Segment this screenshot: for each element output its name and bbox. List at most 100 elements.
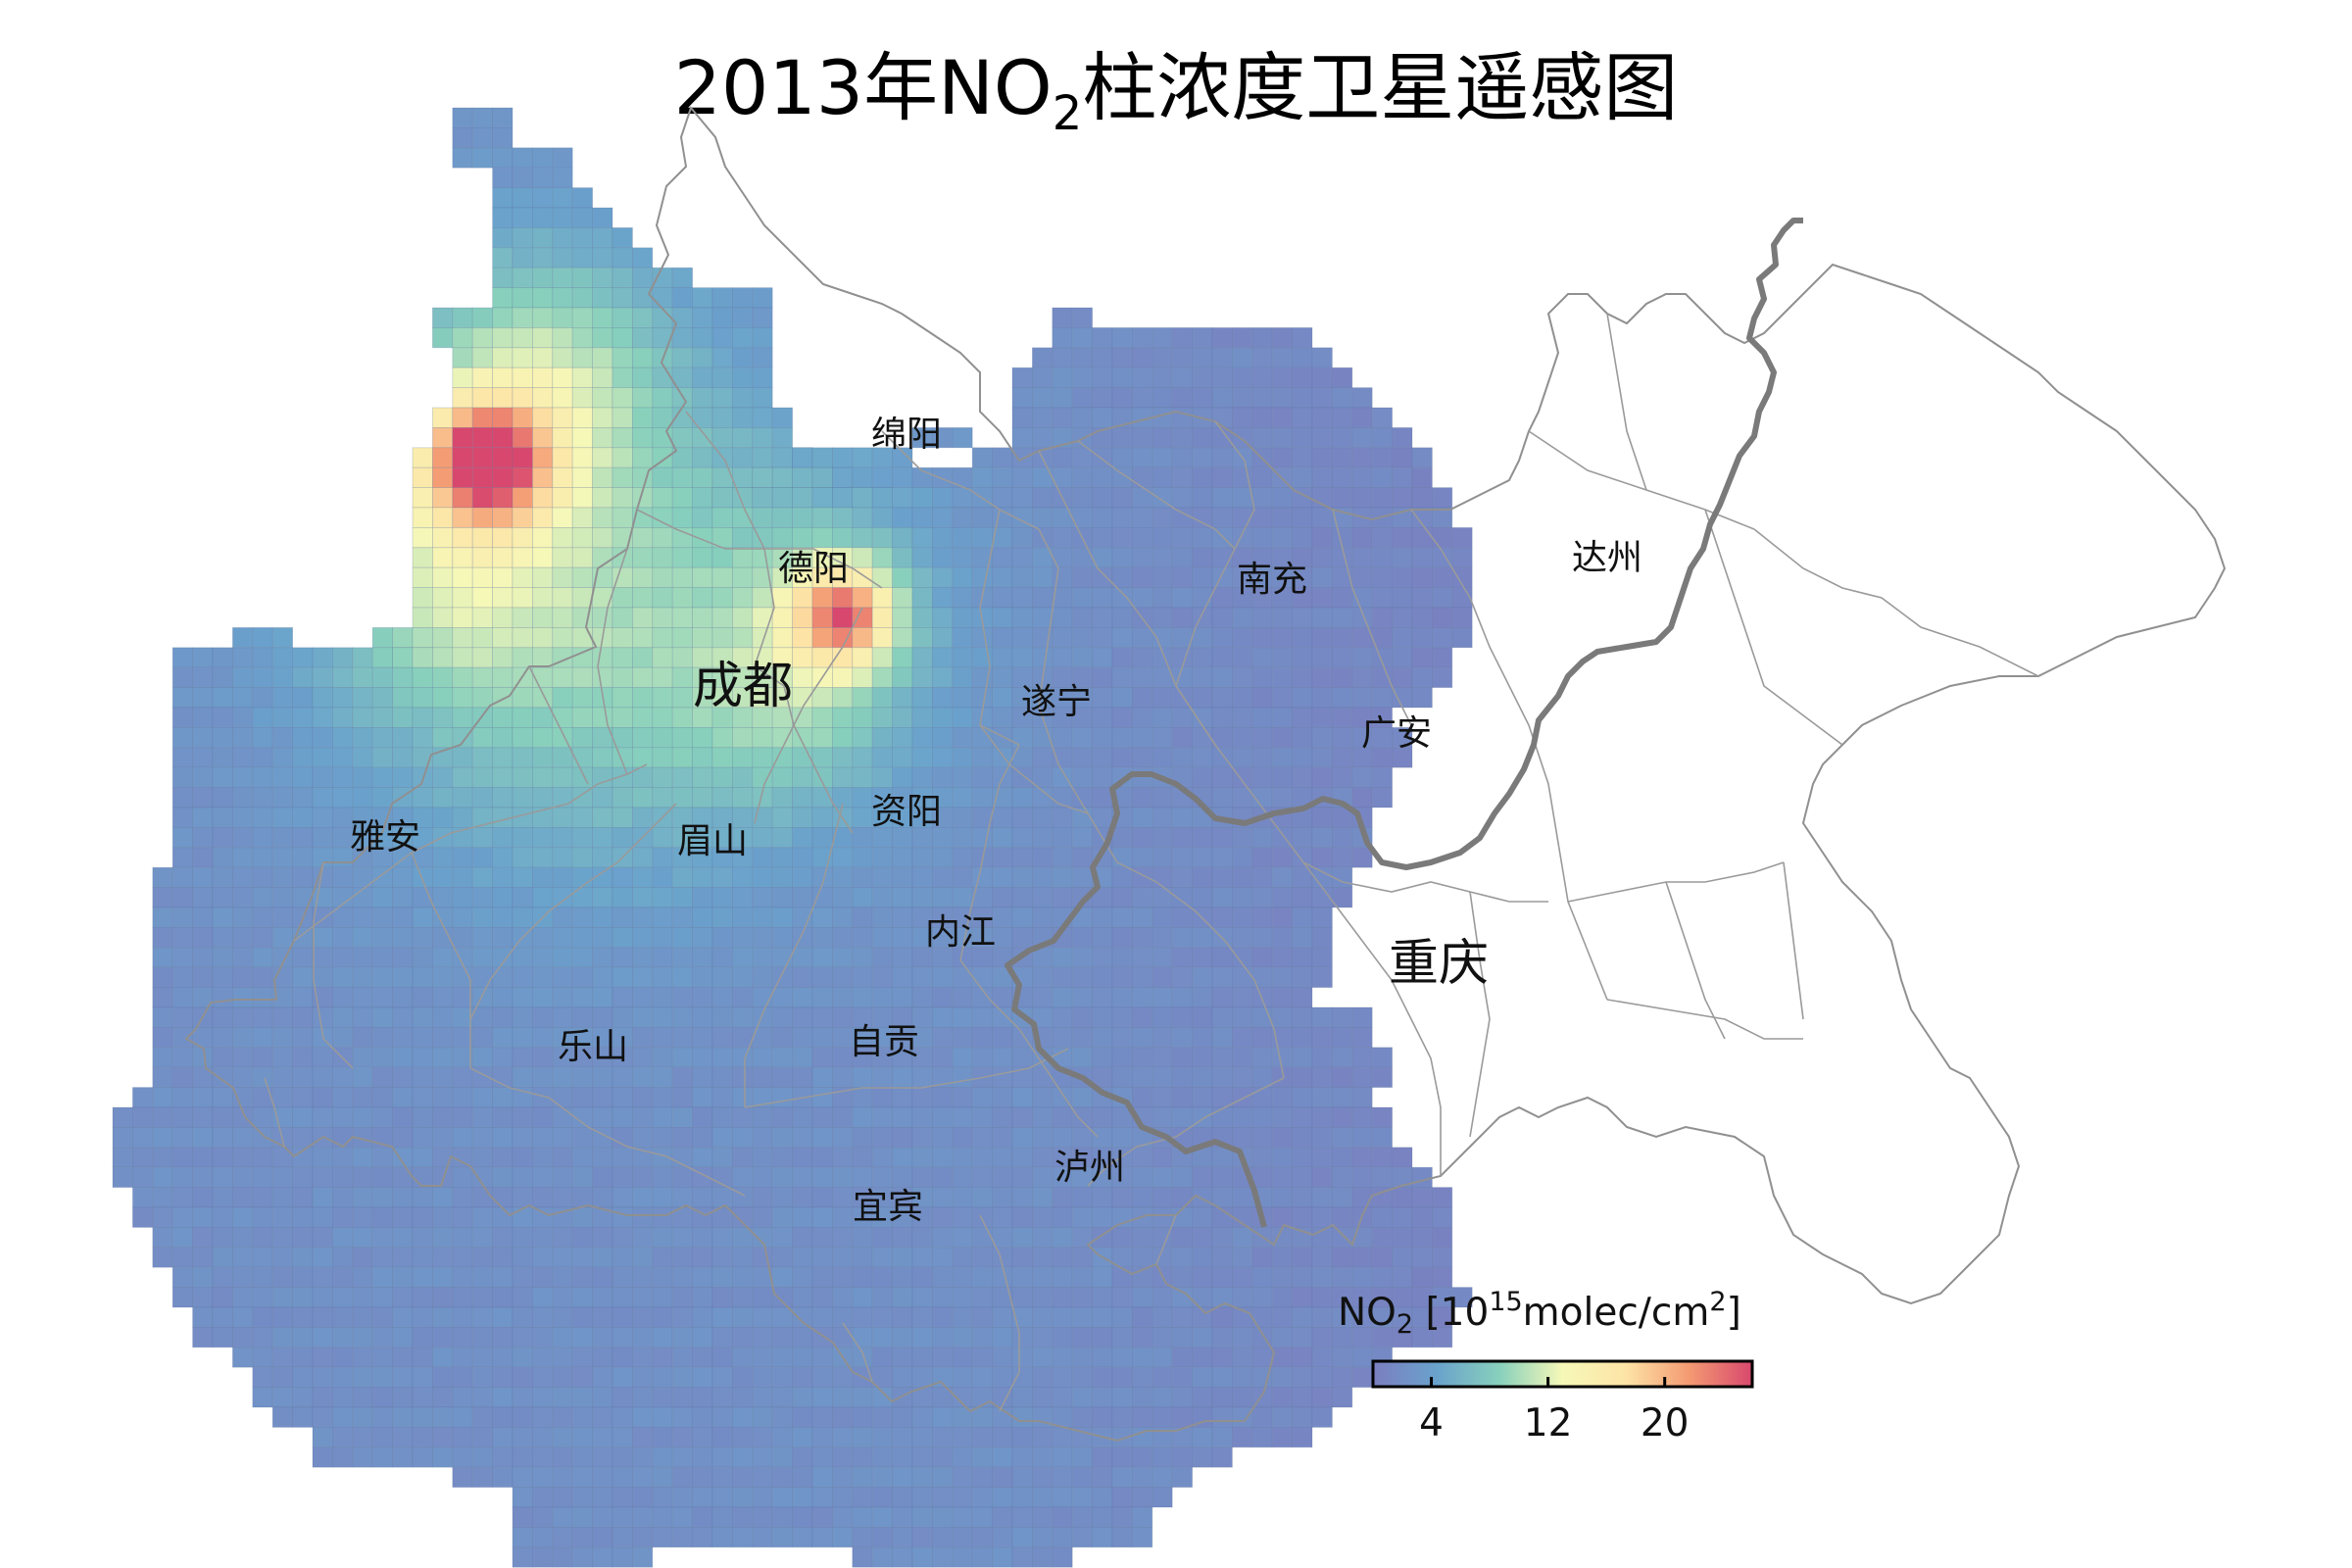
grid-cell xyxy=(1011,866,1033,889)
grid-cell xyxy=(1371,766,1393,789)
grid-cell xyxy=(752,1247,773,1268)
grid-cell xyxy=(792,787,813,808)
grid-cell xyxy=(1211,407,1233,428)
grid-cell xyxy=(852,807,873,828)
grid-cell xyxy=(431,1247,454,1268)
grid-cell xyxy=(471,1287,494,1308)
grid-cell xyxy=(992,1327,1013,1348)
grid-cell xyxy=(592,1087,613,1108)
grid-cell xyxy=(911,1166,933,1188)
grid-cell xyxy=(652,666,673,689)
grid-cell xyxy=(911,487,933,509)
grid-cell xyxy=(1111,887,1133,908)
grid-cell xyxy=(632,1127,654,1149)
grid-cell xyxy=(552,426,573,449)
grid-cell xyxy=(711,547,733,568)
grid-cell xyxy=(1351,787,1373,808)
grid-cell xyxy=(1192,866,1213,889)
grid-cell xyxy=(671,987,694,1008)
grid-cell xyxy=(1292,1327,1313,1348)
grid-cell xyxy=(512,1047,533,1068)
grid-cell xyxy=(652,966,673,989)
grid-cell xyxy=(172,1227,193,1249)
grid-cell xyxy=(652,527,673,549)
grid-cell xyxy=(271,1387,294,1408)
grid-cell xyxy=(832,1446,854,1468)
grid-cell xyxy=(971,1546,994,1568)
grid-cell xyxy=(671,747,694,768)
grid-cell xyxy=(192,1247,214,1268)
grid-cell xyxy=(371,1266,394,1288)
grid-cell xyxy=(1211,527,1233,549)
grid-cell xyxy=(1411,1266,1433,1288)
grid-cell xyxy=(892,1227,913,1249)
grid-cell xyxy=(1271,906,1293,928)
grid-cell xyxy=(932,747,954,768)
grid-cell xyxy=(771,1266,794,1288)
grid-cell xyxy=(871,1546,894,1568)
grid-cell xyxy=(1152,1406,1173,1428)
grid-cell xyxy=(1032,407,1054,428)
grid-cell xyxy=(692,1527,713,1548)
grid-cell xyxy=(992,1147,1013,1168)
grid-cell xyxy=(1052,807,1073,828)
grid-cell xyxy=(1152,566,1173,589)
grid-cell xyxy=(392,647,414,668)
grid-cell xyxy=(811,1406,833,1428)
grid-cell xyxy=(152,1127,173,1149)
grid-cell xyxy=(1171,887,1193,908)
grid-cell xyxy=(1271,1306,1293,1328)
grid-cell xyxy=(732,1166,754,1188)
grid-cell xyxy=(612,647,633,668)
grid-cell xyxy=(911,1327,933,1348)
grid-cell xyxy=(412,1366,433,1388)
grid-cell xyxy=(392,707,414,728)
grid-cell xyxy=(1111,566,1133,589)
grid-cell xyxy=(992,547,1013,568)
grid-cell xyxy=(1052,727,1073,749)
grid-cell xyxy=(492,527,514,549)
grid-cell xyxy=(892,666,913,689)
grid-cell xyxy=(1432,666,1453,689)
grid-cell xyxy=(192,1147,214,1168)
grid-cell xyxy=(512,627,533,649)
grid-cell xyxy=(1411,547,1433,568)
grid-cell xyxy=(632,1546,654,1568)
grid-cell xyxy=(752,287,773,309)
grid-cell xyxy=(492,1446,514,1468)
grid-cell xyxy=(452,1387,473,1408)
grid-cell xyxy=(1111,1527,1133,1548)
grid-cell xyxy=(1271,1006,1293,1028)
grid-cell xyxy=(1192,566,1213,589)
grid-cell xyxy=(271,1147,294,1168)
grid-cell xyxy=(492,866,514,889)
grid-cell xyxy=(431,647,454,668)
grid-cell xyxy=(1032,1327,1054,1348)
grid-cell xyxy=(1251,487,1273,509)
grid-cell xyxy=(832,887,854,908)
grid-cell xyxy=(892,487,913,509)
grid-cell xyxy=(492,147,514,169)
grid-cell xyxy=(1192,1006,1213,1028)
grid-cell xyxy=(612,627,633,649)
grid-cell xyxy=(1271,1127,1293,1149)
grid-cell xyxy=(1351,1187,1373,1208)
grid-cell xyxy=(1071,1006,1093,1028)
grid-cell xyxy=(571,1006,594,1028)
grid-cell xyxy=(1292,627,1313,649)
grid-cell xyxy=(652,687,673,709)
grid-cell xyxy=(552,307,573,328)
grid-cell xyxy=(732,447,754,468)
grid-cell xyxy=(852,587,873,609)
grid-cell xyxy=(771,887,794,908)
grid-cell xyxy=(671,1006,694,1028)
grid-cell xyxy=(632,387,654,409)
grid-cell xyxy=(612,966,633,989)
grid-cell xyxy=(492,747,514,768)
grid-cell xyxy=(131,1147,154,1168)
grid-cell xyxy=(971,687,994,709)
grid-cell xyxy=(992,466,1013,489)
grid-cell xyxy=(371,1147,394,1168)
grid-cell xyxy=(871,647,894,668)
grid-cell xyxy=(252,747,273,768)
